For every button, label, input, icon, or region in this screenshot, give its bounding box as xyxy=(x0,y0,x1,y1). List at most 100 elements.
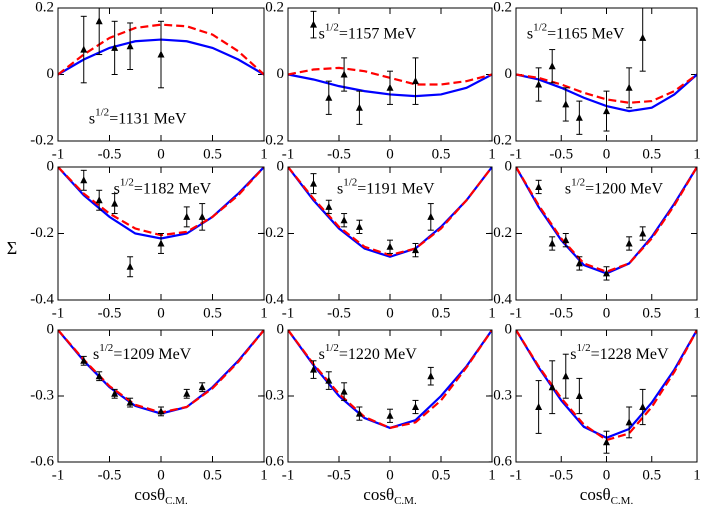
x-tick-label: -1 xyxy=(282,146,295,162)
annotation-sup: 1/2 xyxy=(95,106,109,118)
data-point xyxy=(355,409,363,417)
annotation-sup: 1/2 xyxy=(120,176,134,188)
y-tick-label: -0.4 xyxy=(30,291,54,307)
y-tick-label: -0.2 xyxy=(30,225,54,241)
x-tick-label: 0 xyxy=(157,146,165,162)
x-tick-label: 1 xyxy=(693,467,701,483)
x-tick-label: -1 xyxy=(52,305,65,321)
x-tick-label: -0.5 xyxy=(549,305,573,321)
annotation: s1/2=1209 MeV xyxy=(93,342,192,363)
x-tick-label: 1 xyxy=(693,146,701,162)
y-tick-label: 0 xyxy=(277,321,285,337)
data-point xyxy=(625,418,633,426)
data-point xyxy=(80,356,88,364)
plot-area xyxy=(516,330,697,454)
data-point xyxy=(386,411,394,419)
x-tick-label: 0 xyxy=(386,305,394,321)
y-tick-label: -0.4 xyxy=(488,291,512,307)
data-point xyxy=(562,236,570,244)
x-tick-label: -1 xyxy=(282,467,295,483)
y-tick-label: 0.2 xyxy=(35,0,54,15)
data-point xyxy=(575,259,583,267)
annotation-sup: 1/2 xyxy=(577,342,591,354)
data-point xyxy=(126,262,134,270)
x-tick-label: -0.5 xyxy=(549,467,573,483)
annotation-text: =1209 MeV xyxy=(113,346,191,363)
annotation: s1/2=1157 MeV xyxy=(319,21,417,42)
x-axis-label-main: cosθ xyxy=(580,485,611,504)
data-point xyxy=(639,229,647,237)
plot-frame xyxy=(287,166,493,301)
annotation-base: s xyxy=(114,180,120,197)
annotation-text: =1182 MeV xyxy=(134,180,212,197)
x-tick-label: 0 xyxy=(386,467,394,483)
annotation-text: =1165 MeV xyxy=(547,25,625,42)
x-tick-label: -0.5 xyxy=(98,305,122,321)
data-point xyxy=(639,403,647,410)
annotation-sup: 1/2 xyxy=(343,176,357,188)
annotation: s1/2=1191 MeV xyxy=(337,176,435,197)
plot-area xyxy=(288,10,492,125)
data-point xyxy=(412,77,419,85)
data-point xyxy=(95,17,103,25)
annotation-text: =1228 MeV xyxy=(591,346,669,363)
y-tick-label: 0 xyxy=(505,321,513,337)
plot-frame xyxy=(515,7,698,142)
x-tick-label: -0.5 xyxy=(327,305,351,321)
y-tick-label: -0.4 xyxy=(260,291,284,307)
x-axis-label: cosθC.M. xyxy=(363,485,417,507)
data-point xyxy=(157,239,165,247)
annotation-base: s xyxy=(319,346,325,363)
annotation-base: s xyxy=(319,25,325,42)
x-tick-label: 0.5 xyxy=(642,305,661,321)
x-tick-label: -0.5 xyxy=(98,146,122,162)
data-point xyxy=(386,242,394,250)
data-point xyxy=(548,239,556,247)
annotation-base: s xyxy=(570,346,576,363)
annotation-base: s xyxy=(565,180,571,197)
annotation: s1/2=1165 MeV xyxy=(527,21,625,42)
y-tick-label: -0.6 xyxy=(30,453,54,469)
x-tick-label: 0 xyxy=(157,467,165,483)
y-tick-label: -0.2 xyxy=(488,225,512,241)
y-tick-label: 0 xyxy=(505,66,513,82)
data-point xyxy=(412,403,419,410)
x-tick-label: 0.5 xyxy=(432,146,451,162)
data-point xyxy=(427,212,435,220)
x-tick-label: 0.5 xyxy=(203,146,222,162)
data-point xyxy=(95,372,103,380)
y-tick-label: -0.2 xyxy=(260,132,284,148)
data-point xyxy=(111,43,119,51)
y-tick-label: -0.2 xyxy=(488,132,512,148)
curve xyxy=(58,167,264,240)
data-point xyxy=(310,20,317,28)
data-point xyxy=(535,182,543,190)
x-tick-label: -0.5 xyxy=(549,146,573,162)
x-tick-label: 1 xyxy=(260,146,268,162)
x-tick-label: 1 xyxy=(488,305,496,321)
data-point xyxy=(126,42,134,50)
x-tick-label: -1 xyxy=(510,467,523,483)
curve xyxy=(516,73,697,104)
data-point xyxy=(548,62,556,70)
data-point xyxy=(325,93,333,101)
data-point xyxy=(340,216,348,224)
y-tick-label: -0.6 xyxy=(260,453,284,469)
data-point xyxy=(157,50,165,58)
data-point xyxy=(80,45,88,53)
plot-frame xyxy=(515,166,698,301)
data-point xyxy=(157,407,165,415)
annotation: s1/2=1200 MeV xyxy=(565,176,664,197)
plot-area xyxy=(516,167,697,281)
annotation-base: s xyxy=(527,25,533,42)
y-tick-label: 0 xyxy=(47,66,55,82)
x-tick-label: 0.5 xyxy=(203,305,222,321)
plot-area xyxy=(288,167,492,258)
plot-frame xyxy=(287,7,493,142)
annotation-sup: 1/2 xyxy=(99,342,113,354)
plot-frame xyxy=(57,166,265,301)
curve xyxy=(288,167,492,257)
data-point xyxy=(575,113,583,121)
annotation-sup: 1/2 xyxy=(325,342,339,354)
data-point xyxy=(111,389,119,397)
